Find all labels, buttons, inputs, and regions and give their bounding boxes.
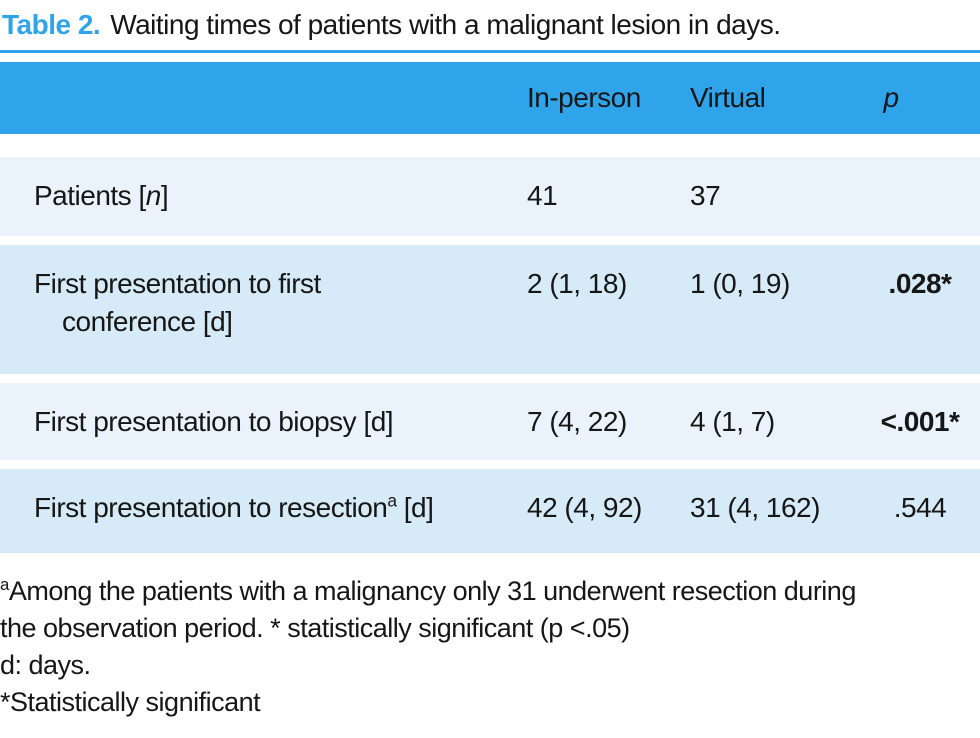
col-header-virtual: Virtual bbox=[690, 82, 766, 113]
cell-in-person: 41 bbox=[527, 180, 558, 211]
cell-virtual: 4 (1, 7) bbox=[690, 406, 775, 437]
cell-virtual: 31 (4, 162) bbox=[690, 492, 820, 523]
footnote-line-4: *Statistically significant bbox=[0, 687, 261, 717]
row-label: First presentation to first conference [… bbox=[34, 268, 321, 337]
row-label: First presentation to biopsy [d] bbox=[34, 406, 394, 437]
table-row-patients: Patients [n] 41 37 bbox=[0, 157, 980, 236]
footnote-line-1: aAmong the patients with a malignancy on… bbox=[0, 575, 856, 606]
table-row-resection: First presentation to resectiona [d] 42 … bbox=[0, 469, 980, 553]
footnote-marker-a: a bbox=[387, 490, 397, 511]
cell-p: .544 bbox=[893, 492, 947, 523]
table-footnotes: aAmong the patients with a malignancy on… bbox=[0, 573, 980, 721]
cell-p: <.001* bbox=[880, 406, 960, 437]
cell-p: .028* bbox=[888, 268, 952, 299]
table-row-biopsy: First presentation to biopsy [d] 7 (4, 2… bbox=[0, 383, 980, 460]
cell-virtual: 1 (0, 19) bbox=[690, 268, 790, 299]
table-row-first-conference: First presentation to first conference [… bbox=[0, 245, 980, 374]
cell-in-person: 7 (4, 22) bbox=[527, 406, 627, 437]
footnote-line-2: the observation period. * statistically … bbox=[0, 613, 630, 643]
footnote-line-3: d: days. bbox=[0, 650, 91, 680]
cell-in-person: 42 (4, 92) bbox=[527, 492, 642, 523]
table-caption: Waiting times of patients with a maligna… bbox=[110, 9, 781, 40]
col-header-in-person: In-person bbox=[527, 82, 641, 113]
cell-virtual: 37 bbox=[690, 180, 721, 211]
title-divider bbox=[0, 50, 980, 53]
footnote-marker-a: a bbox=[0, 575, 9, 594]
italic-n: n bbox=[145, 180, 162, 211]
table-header-row: In-person Virtual p bbox=[0, 62, 980, 134]
row-label: First presentation to resectiona [d] bbox=[34, 490, 434, 523]
row-label: Patients [n] bbox=[34, 180, 169, 211]
table-number: Table 2. bbox=[2, 9, 101, 40]
table-title: Table 2. Waiting times of patients with a… bbox=[0, 0, 980, 47]
col-header-p: p bbox=[883, 82, 899, 113]
cell-in-person: 2 (1, 18) bbox=[527, 268, 627, 299]
